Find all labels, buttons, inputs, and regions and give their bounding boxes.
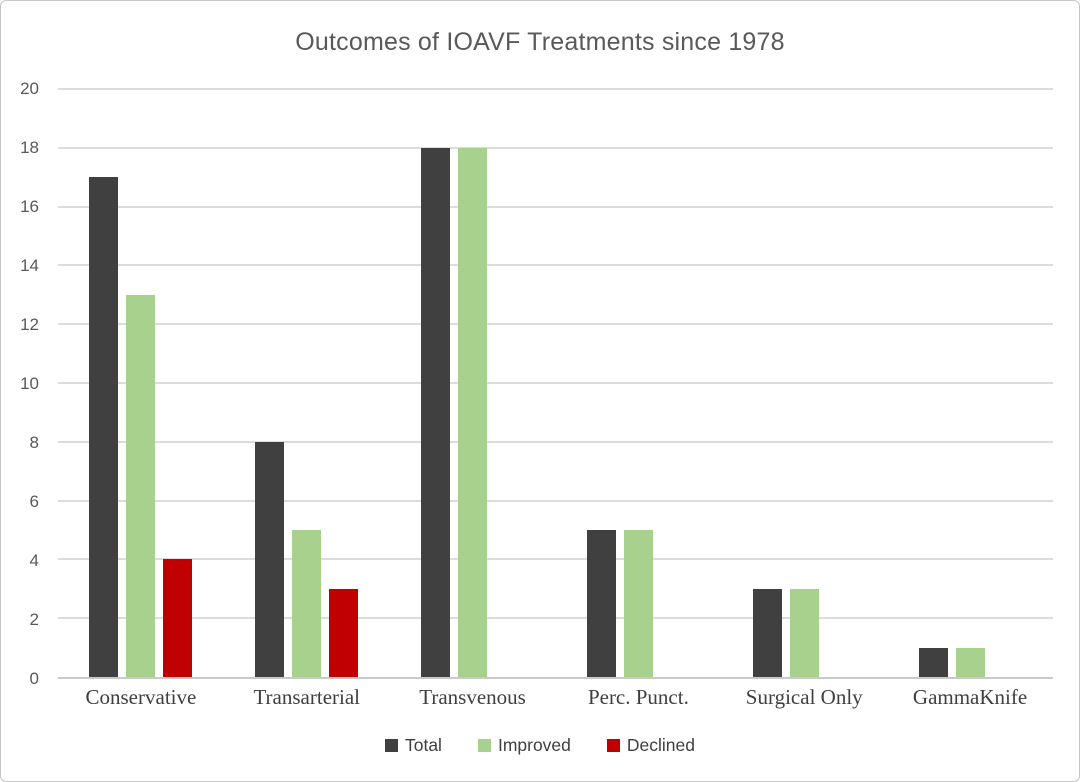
legend-item-improved: Improved [477,735,571,756]
legend-item-declined: Declined [606,735,696,756]
bar-improved [623,530,653,677]
legend-label: Total [404,735,442,755]
y-tick-label: 10 [20,374,39,393]
bar-total [255,441,285,677]
bar-group [555,89,721,677]
legend-swatch-total [384,739,398,752]
bar-groups [58,89,1053,677]
gridline [58,499,1053,502]
y-tick-label: 16 [20,197,39,216]
x-axis: Conservative Transarterial Transvenous Perc… [58,685,1053,710]
legend-label: Declined [626,735,696,755]
x-category-label: Perc. Punct. [587,685,689,709]
bar-group [58,89,224,677]
bar-group [721,89,887,677]
bar-group [224,89,390,677]
y-tick-label: 12 [20,315,39,334]
bar-declined [163,559,193,677]
bar-improved [126,294,156,677]
y-tick-label: 20 [20,79,39,98]
legend-label: Improved [497,735,571,755]
bar-improved [955,647,985,677]
gridline [58,558,1053,561]
y-tick-label: 8 [29,433,39,452]
gridline [58,382,1053,384]
x-category-label: GammaKnife [912,685,1028,709]
legend-swatch-improved [477,739,491,752]
bar-improved [458,147,488,677]
gridline [58,146,1053,149]
legend: Total Improved Declined [1,735,1079,756]
bar-total [752,588,782,677]
x-category-label: Transarterial [253,685,360,709]
y-tick-label: 2 [29,610,39,629]
gridline [58,440,1053,443]
plot-area [58,88,1053,679]
chart-title: Outcomes of IOAVF Treatments since 1978 [295,28,785,56]
x-category-label: Surgical Only [745,685,863,709]
y-tick-label: 4 [29,551,39,570]
legend-item-total: Total [384,735,442,756]
gridline [58,617,1053,620]
y-tick-label: 14 [20,256,39,275]
legend-swatch-declined [606,739,620,752]
y-tick-label: 18 [20,138,39,157]
y-tick-label: 0 [29,669,39,688]
gridline [58,323,1053,326]
bar-group [390,89,556,677]
gridline [58,88,1053,90]
y-tick-label: 6 [29,492,39,511]
bar-total [586,530,616,677]
bar-total [918,647,948,677]
bar-group [887,89,1053,677]
gridline [58,264,1053,267]
x-category-label: Conservative [85,685,197,709]
x-category-label: Transvenous [419,685,526,709]
bar-improved [789,588,819,677]
bar-improved [292,530,322,677]
y-axis: 0 2 4 6 8 10 12 14 16 18 20 [1,79,47,688]
bar-total [421,147,451,677]
gridline [58,205,1053,208]
bar-declined [329,588,359,677]
bar-total [89,177,119,677]
